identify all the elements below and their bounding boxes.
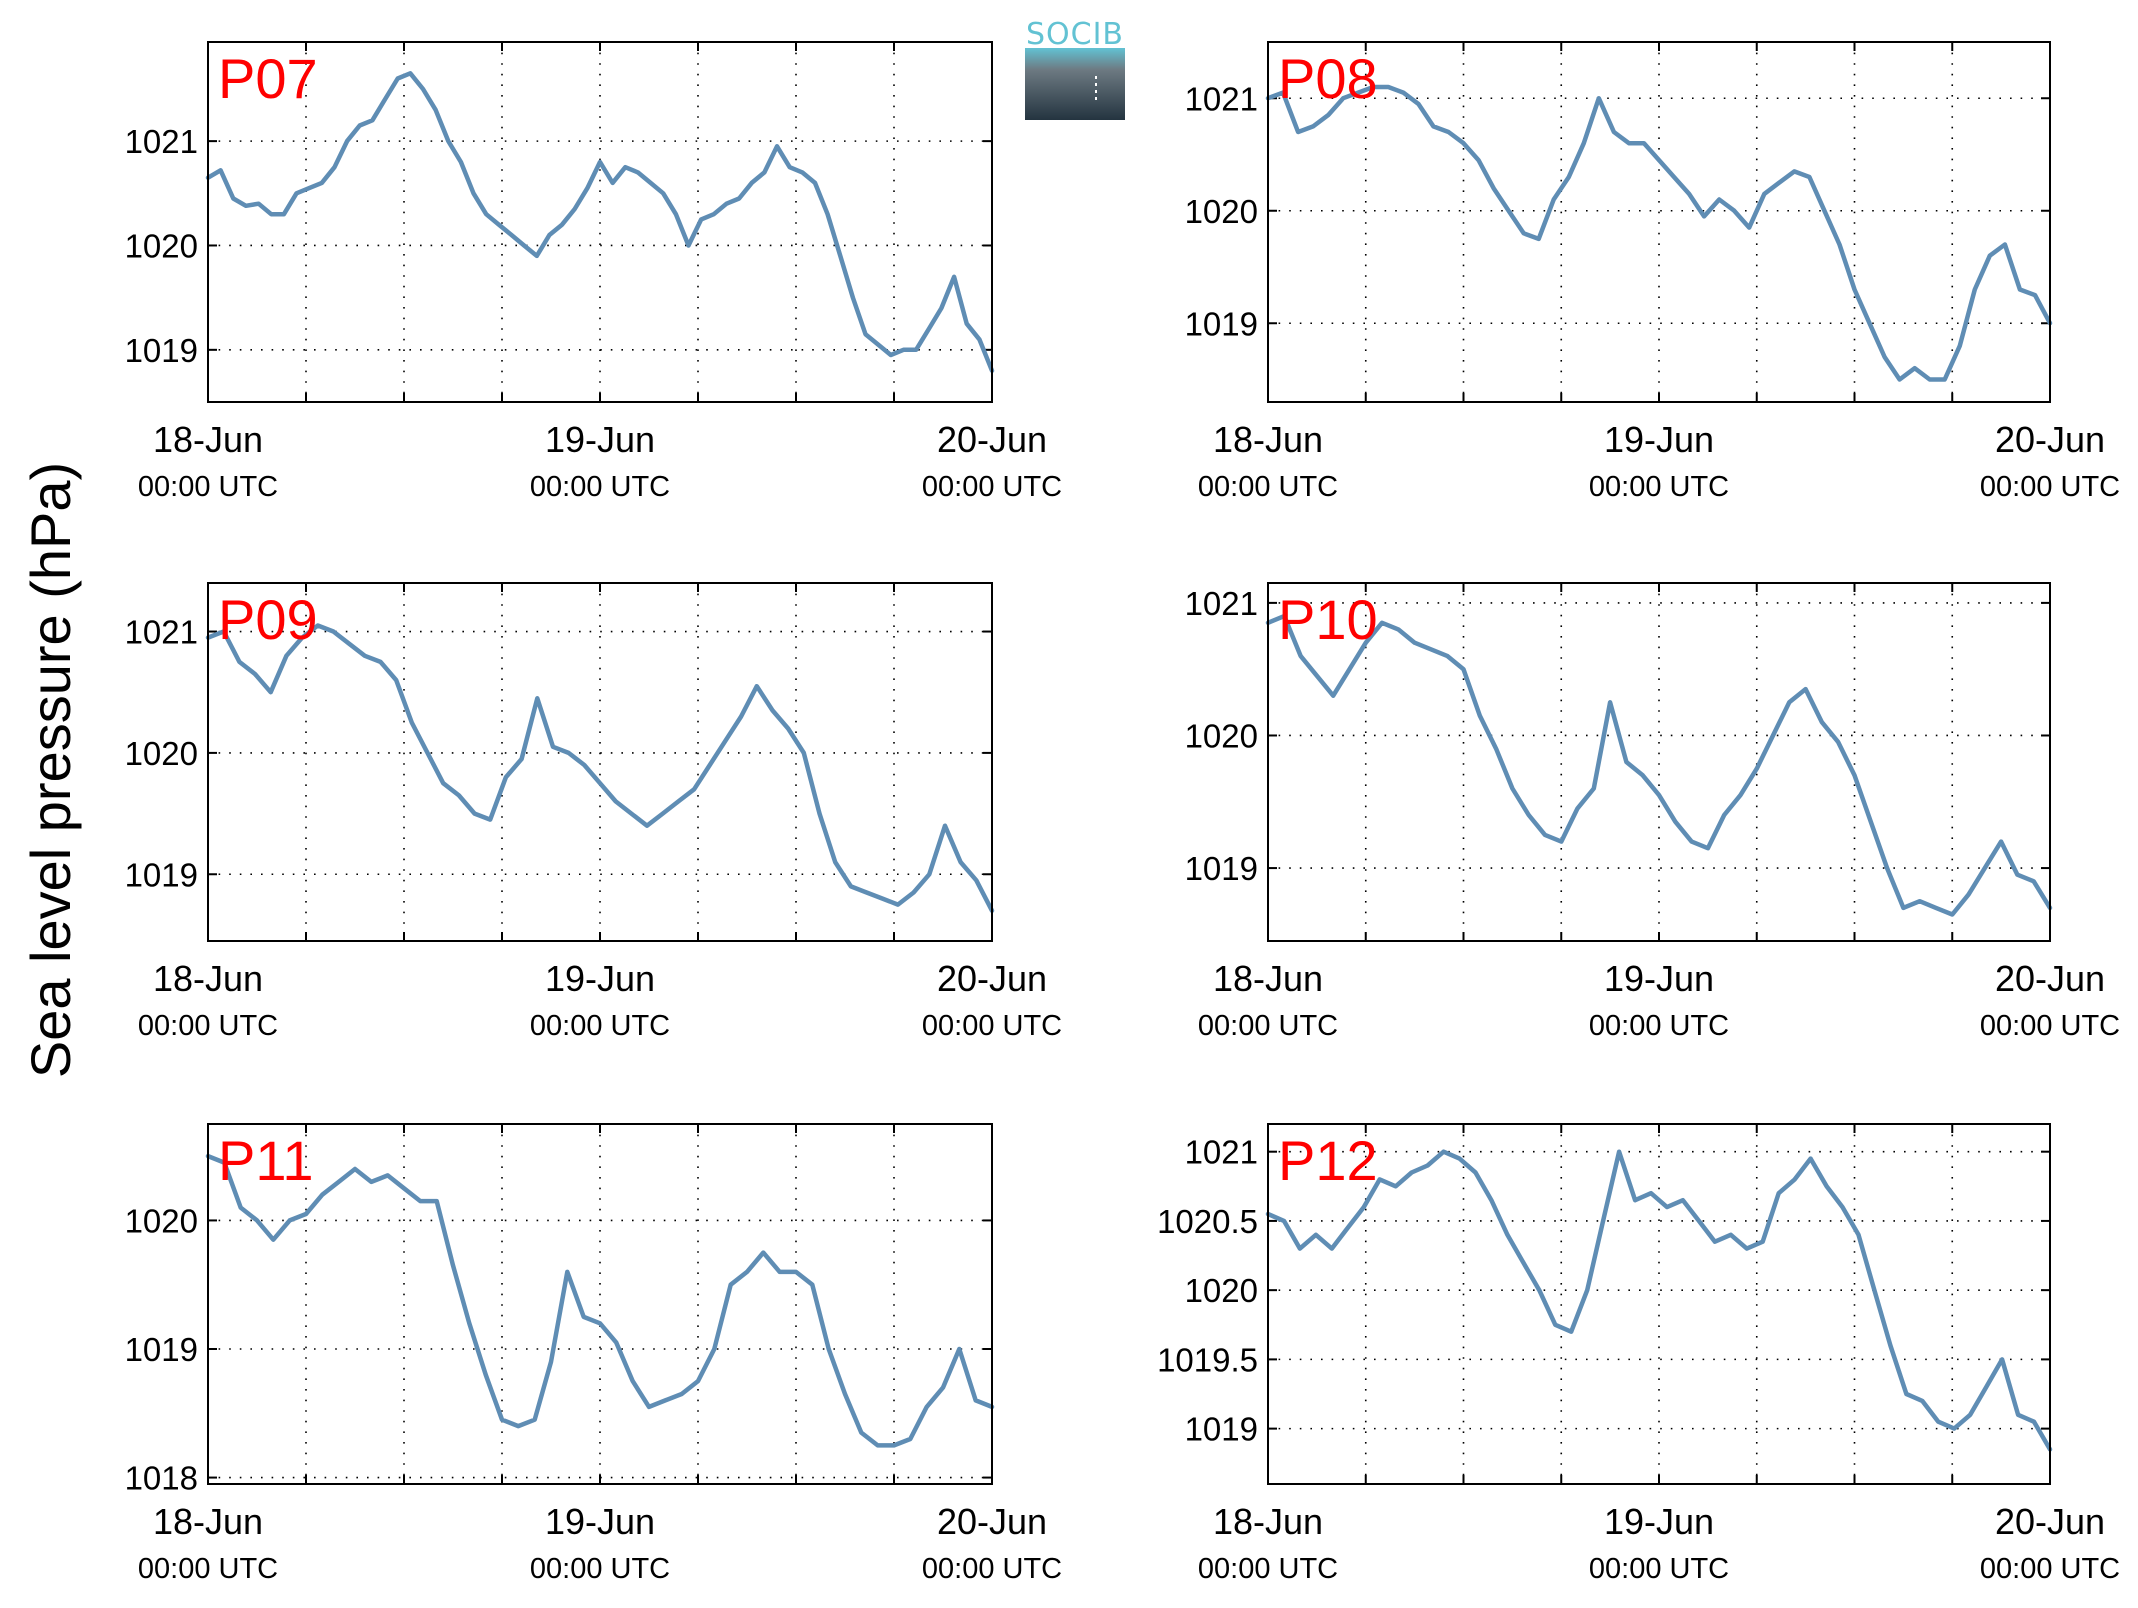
station-label: P08 xyxy=(1278,47,1378,110)
x-tick-date-label: 19-Jun xyxy=(545,419,655,460)
series-line-p12 xyxy=(1265,1149,2053,1452)
station-label: P07 xyxy=(218,47,318,110)
x-tick-date-label: 20-Jun xyxy=(937,958,1047,999)
y-tick-label: 1019 xyxy=(1185,305,1258,342)
y-tick-label: 1021 xyxy=(1185,1134,1258,1171)
x-tick-date-label: 18-Jun xyxy=(1213,1501,1323,1542)
y-tick-label: 1020 xyxy=(1185,193,1258,230)
y-tick-label: 1020 xyxy=(1185,717,1258,754)
axes-frame xyxy=(207,41,993,403)
y-tick-label: 1019.5 xyxy=(1157,1341,1258,1378)
station-label: P12 xyxy=(1278,1129,1378,1192)
x-tick-date-label: 20-Jun xyxy=(1995,1501,2105,1542)
series-line-p07 xyxy=(205,71,995,373)
x-tick-date-label: 18-Jun xyxy=(153,419,263,460)
x-tick-time-label: 00:00 UTC xyxy=(1589,1010,1729,1042)
x-tick-date-label: 19-Jun xyxy=(1604,958,1714,999)
x-tick-date-label: 20-Jun xyxy=(1995,419,2105,460)
x-tick-time-label: 00:00 UTC xyxy=(138,1010,278,1042)
x-tick-time-label: 00:00 UTC xyxy=(530,1010,670,1042)
x-tick-date-label: 20-Jun xyxy=(1995,958,2105,999)
x-tick-time-label: 00:00 UTC xyxy=(530,1553,670,1585)
x-tick-time-label: 00:00 UTC xyxy=(530,471,670,503)
series-line-p10 xyxy=(1265,613,2053,917)
x-tick-date-label: 19-Jun xyxy=(545,1501,655,1542)
logo-text: SOCIB xyxy=(1026,17,1124,52)
axes-frame xyxy=(1267,41,2051,403)
subplot-grid: 1019 1020 1021 18-Jun 00:00 UTC 19-Jun 00:00 U… xyxy=(125,41,2120,1585)
x-tick-date-label: 18-Jun xyxy=(153,958,263,999)
subplot-p10: 1019 1020 1021 18-Jun 00:00 UTC 19-Jun 00:00 U… xyxy=(1185,582,2120,1042)
x-tick-time-label: 00:00 UTC xyxy=(1980,471,2120,503)
y-axis-label: Sea level pressure (hPa) xyxy=(19,462,82,1078)
x-tick-date-label: 20-Jun xyxy=(937,419,1047,460)
x-tick-time-label: 00:00 UTC xyxy=(922,471,1062,503)
y-tick-label: 1021 xyxy=(125,123,198,160)
station-label: P10 xyxy=(1278,588,1378,651)
x-tick-date-label: 19-Jun xyxy=(1604,419,1714,460)
x-tick-date-label: 18-Jun xyxy=(153,1501,263,1542)
y-tick-label: 1019 xyxy=(1185,850,1258,887)
y-tick-label: 1020.5 xyxy=(1157,1203,1258,1240)
x-tick-time-label: 00:00 UTC xyxy=(1198,1553,1338,1585)
y-tick-label: 1019 xyxy=(125,1331,198,1368)
x-tick-date-label: 19-Jun xyxy=(545,958,655,999)
x-tick-time-label: 00:00 UTC xyxy=(138,471,278,503)
x-tick-date-label: 18-Jun xyxy=(1213,419,1323,460)
x-tick-date-label: 20-Jun xyxy=(937,1501,1047,1542)
series-line-p11 xyxy=(205,1153,995,1448)
subplot-p11: 1018 1019 1020 18-Jun 00:00 UTC 19-Jun 00:00 U… xyxy=(125,1123,1062,1585)
station-label: P11 xyxy=(218,1129,313,1192)
axes-frame xyxy=(1267,1123,2051,1485)
x-tick-time-label: 00:00 UTC xyxy=(138,1553,278,1585)
y-tick-label: 1019 xyxy=(1185,1411,1258,1448)
axes-frame xyxy=(1267,582,2051,942)
y-tick-label: 1018 xyxy=(125,1460,198,1497)
axes-frame xyxy=(207,582,993,942)
x-tick-time-label: 00:00 UTC xyxy=(922,1553,1062,1585)
x-tick-date-label: 18-Jun xyxy=(1213,958,1323,999)
y-tick-label: 1020 xyxy=(1185,1272,1258,1309)
y-tick-label: 1021 xyxy=(1185,585,1258,622)
subplot-p12: 1019 1019.5 1020 1020.5 1021 18-Jun 00:00 UTC 1… xyxy=(1157,1123,2120,1585)
x-tick-time-label: 00:00 UTC xyxy=(1589,1553,1729,1585)
socib-logo: SOCIB xyxy=(1025,17,1125,120)
x-tick-time-label: 00:00 UTC xyxy=(1589,471,1729,503)
x-tick-time-label: 00:00 UTC xyxy=(922,1010,1062,1042)
x-tick-time-label: 00:00 UTC xyxy=(1198,1010,1338,1042)
y-tick-label: 1021 xyxy=(1185,80,1258,117)
y-tick-label: 1020 xyxy=(125,227,198,264)
subplot-p09: 1019 1020 1021 18-Jun 00:00 UTC 19-Jun 00:00 U… xyxy=(125,582,1062,1042)
y-tick-label: 1019 xyxy=(125,332,198,369)
y-tick-label: 1021 xyxy=(125,614,198,651)
axes-frame xyxy=(207,1123,993,1485)
y-tick-label: 1020 xyxy=(125,1202,198,1239)
x-tick-time-label: 00:00 UTC xyxy=(1980,1553,2120,1585)
y-tick-label: 1019 xyxy=(125,856,198,893)
subplot-p08: 1019 1020 1021 18-Jun 00:00 UTC 19-Jun 00:00 U… xyxy=(1185,41,2120,503)
y-tick-label: 1020 xyxy=(125,735,198,772)
series-line-p08 xyxy=(1265,84,2053,382)
x-tick-time-label: 00:00 UTC xyxy=(1198,471,1338,503)
station-label: P09 xyxy=(218,588,318,651)
subplot-p07: 1019 1020 1021 18-Jun 00:00 UTC 19-Jun 00:00 U… xyxy=(125,41,1062,503)
x-tick-date-label: 19-Jun xyxy=(1604,1501,1714,1542)
series-line-p09 xyxy=(205,623,995,913)
x-tick-time-label: 00:00 UTC xyxy=(1980,1010,2120,1042)
